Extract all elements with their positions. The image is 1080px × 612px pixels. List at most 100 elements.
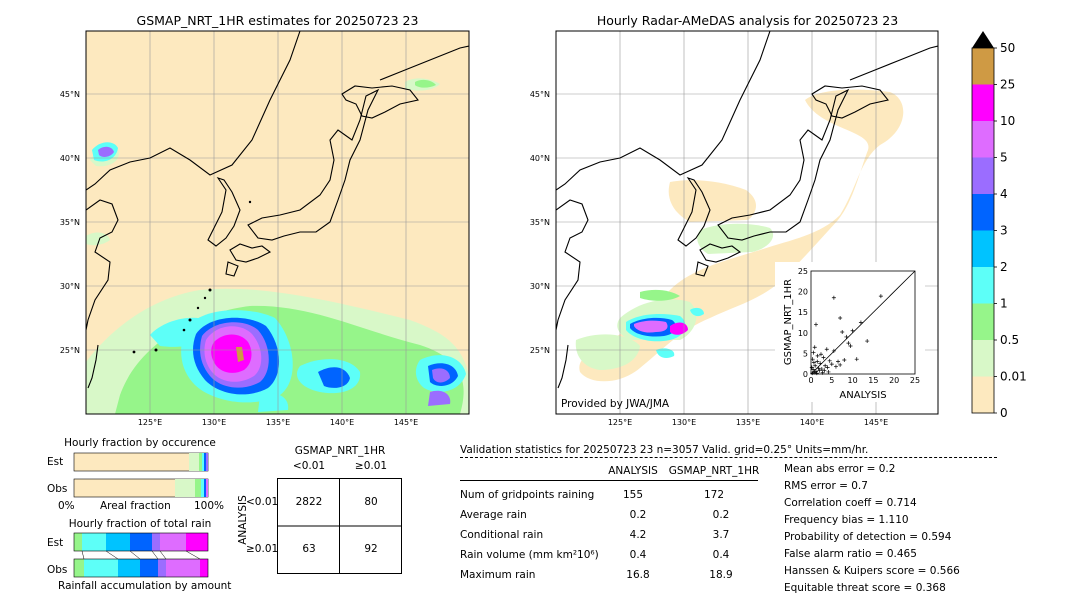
scatter-x-tick: 5 bbox=[829, 376, 834, 385]
scatter-y-tick: 10 bbox=[798, 329, 808, 338]
fraction-total-title: Hourly fraction of total rain bbox=[68, 518, 212, 530]
validation-row-gsmap: 0.4 bbox=[712, 549, 730, 561]
validation-row-analysis: 4.2 bbox=[629, 529, 647, 541]
colorbar-cell bbox=[972, 194, 994, 231]
right-lat-label: 25°N bbox=[530, 346, 550, 355]
colorbar-label: 1 bbox=[1000, 297, 1008, 311]
scatter-point bbox=[840, 329, 845, 334]
right-lon-label: 135°E bbox=[736, 418, 760, 427]
score-line: Equitable threat score = 0.368 bbox=[784, 582, 946, 594]
scatter-point bbox=[824, 347, 829, 352]
fraction-total-axis: Rainfall accumulation by amount bbox=[58, 580, 232, 592]
contingency-cell: 92 bbox=[364, 543, 378, 555]
fraction-occurrence-bars bbox=[73, 452, 209, 498]
scatter-x-tick: 20 bbox=[889, 376, 899, 385]
contingency-cell: 80 bbox=[364, 496, 378, 508]
colorbar-cell bbox=[972, 157, 994, 194]
scatter-x-tick: 10 bbox=[848, 376, 858, 385]
colorbar-label: 50 bbox=[1000, 41, 1015, 55]
scatter-point bbox=[816, 366, 821, 371]
colorbar-cell bbox=[972, 48, 994, 85]
right-map-coastlines bbox=[556, 31, 938, 389]
colorbar-cell bbox=[972, 121, 994, 158]
scatter-point bbox=[815, 353, 820, 358]
validation-row-gsmap: 172 bbox=[703, 489, 725, 501]
left-lon-label: 145°E bbox=[394, 418, 418, 427]
scatter-point bbox=[814, 371, 819, 376]
scatter-point bbox=[850, 328, 855, 333]
colorbar-label: 25 bbox=[1000, 78, 1015, 92]
right-lat-label: 45°N bbox=[530, 90, 550, 99]
score-line: RMS error = 0.7 bbox=[784, 480, 868, 492]
scatter-point bbox=[811, 360, 816, 365]
scatter-point bbox=[838, 315, 843, 320]
contingency-row-label: <0.01 bbox=[246, 496, 279, 508]
scatter-point bbox=[833, 364, 838, 369]
right-lon-label: 130°E bbox=[672, 418, 696, 427]
left-lon-label: 125°E bbox=[138, 418, 162, 427]
fraction-total-row-label: Obs bbox=[47, 564, 68, 576]
validation-row-analysis: 0.2 bbox=[629, 509, 647, 521]
left-lat-label: 45°N bbox=[60, 90, 80, 99]
right-lat-label: 40°N bbox=[530, 154, 550, 163]
colorbar-cell bbox=[972, 84, 994, 121]
score-line: Frequency bias = 1.110 bbox=[784, 514, 909, 526]
scatter-point bbox=[820, 370, 825, 375]
scatter-point bbox=[819, 367, 824, 372]
right-lon-label: 140°E bbox=[800, 418, 824, 427]
colorbar-label: 4 bbox=[1000, 187, 1008, 201]
contingency-row-label: ≥0.01 bbox=[246, 543, 279, 555]
scatter-point bbox=[865, 339, 870, 344]
right-map-title: Hourly Radar-AMeDAS analysis for 2025072… bbox=[596, 13, 899, 28]
scatter-point bbox=[831, 348, 836, 353]
scatter-point bbox=[842, 357, 847, 362]
colorbar-label: 3 bbox=[1000, 224, 1008, 238]
left-lat-label: 35°N bbox=[60, 218, 80, 227]
right-map-precip bbox=[575, 89, 904, 382]
validation-row-label: Conditional rain bbox=[460, 529, 544, 541]
scatter-xlabel: ANALYSIS bbox=[839, 390, 886, 401]
validation-row-gsmap: 18.9 bbox=[709, 569, 733, 581]
validation-header: Validation statistics for 20250723 23 n=… bbox=[460, 444, 869, 456]
scatter-point bbox=[823, 363, 828, 368]
contingency-col-label: <0.01 bbox=[292, 460, 326, 472]
scatter-point bbox=[825, 365, 830, 370]
validation-row-label: Maximum rain bbox=[460, 569, 536, 581]
score-line: Mean abs error = 0.2 bbox=[784, 463, 896, 475]
colorbar-label: 0.01 bbox=[1000, 370, 1027, 384]
scatter-inset: 00 5 5 10 10 15 15 20 20 25 25 ANALYSIS GSMAP_NRT_… bbox=[775, 262, 925, 402]
scatter-y-tick: 15 bbox=[798, 308, 808, 317]
validation-col-analysis: ANALYSIS bbox=[608, 465, 658, 477]
fraction-axis-right: 100% bbox=[194, 500, 225, 512]
colorbar-label: 0.5 bbox=[1000, 333, 1019, 347]
score-line: Probability of detection = 0.594 bbox=[784, 531, 952, 543]
colorbar-cell bbox=[972, 267, 994, 304]
validation-row-gsmap: 0.2 bbox=[712, 509, 730, 521]
validation-row-analysis: 155 bbox=[622, 489, 644, 501]
fraction-occurrence-row-label: Obs bbox=[47, 483, 68, 495]
colorbar-cell bbox=[972, 230, 994, 267]
colorbar-extend-triangle bbox=[972, 31, 994, 48]
right-map-panel: Provided by JWA/JMA 45°N 40°N 35°N 30°N … bbox=[530, 30, 939, 427]
scatter-point bbox=[838, 362, 843, 367]
left-map-islands bbox=[132, 200, 252, 354]
scatter-point bbox=[810, 371, 815, 376]
validation-row-label: Average rain bbox=[460, 509, 527, 521]
colorbar-label: 10 bbox=[1000, 114, 1015, 128]
validation-row-gsmap: 3.7 bbox=[712, 529, 730, 541]
left-map-panel: 45°N 40°N 35°N 30°N 25°N 125°E 130°E 135… bbox=[60, 30, 470, 427]
scatter-ylabel: GSMAP_NRT_1HR bbox=[783, 279, 794, 365]
colorbar-label: 0 bbox=[1000, 406, 1008, 420]
contingency-cell: 63 bbox=[302, 543, 316, 555]
validation-row-label: Num of gridpoints raining bbox=[460, 489, 595, 501]
scatter-point bbox=[810, 357, 815, 362]
scatter-x-tick: 15 bbox=[868, 376, 878, 385]
scatter-x-tick: 0 bbox=[808, 376, 813, 385]
score-line: Hanssen & Kuipers score = 0.566 bbox=[784, 565, 960, 577]
scatter-point bbox=[813, 363, 818, 368]
left-map-title: GSMAP_NRT_1HR estimates for 20250723 23 bbox=[136, 13, 419, 28]
colorbar-label: 2 bbox=[1000, 260, 1008, 274]
fraction-occurrence-title: Hourly fraction by occurence bbox=[64, 437, 216, 449]
scatter-point bbox=[815, 359, 820, 364]
contingency-col-label: ≥0.01 bbox=[354, 460, 388, 472]
